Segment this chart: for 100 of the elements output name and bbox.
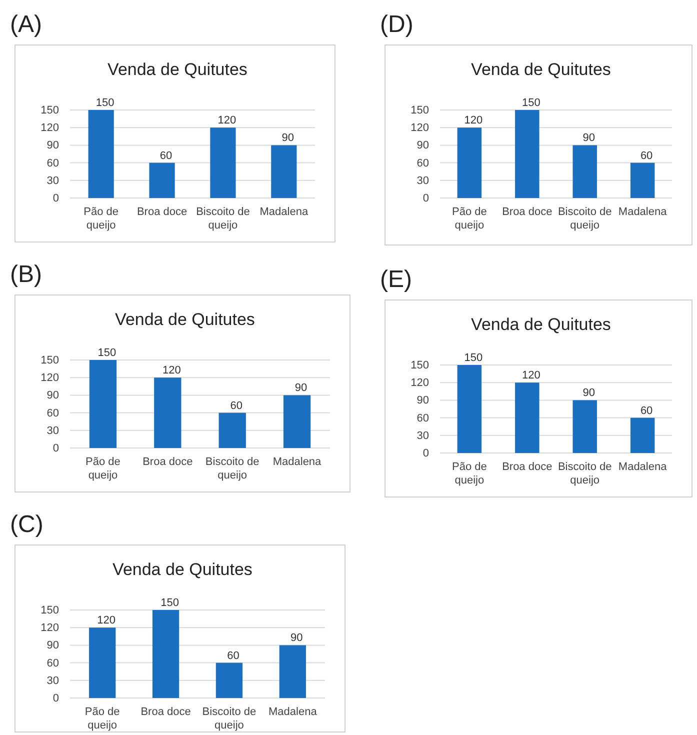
x-tick-label: Broa doce xyxy=(502,460,552,473)
data-label: 90 xyxy=(582,387,595,400)
bar xyxy=(89,628,116,698)
x-tick-label: Broa doce xyxy=(502,206,552,218)
y-tick-label: 120 xyxy=(40,372,59,384)
y-tick-label: 30 xyxy=(416,174,429,187)
x-tick-label: Madalena xyxy=(260,206,309,218)
bar xyxy=(271,145,297,198)
data-label: 150 xyxy=(96,97,114,109)
text: (E) xyxy=(380,266,412,293)
x-tick-label: Madalena xyxy=(272,456,322,468)
bar xyxy=(210,128,236,198)
y-tick-label: 60 xyxy=(46,407,59,420)
data-label: 120 xyxy=(464,114,483,127)
y-tick-label: 30 xyxy=(46,424,59,437)
y-tick-label: 0 xyxy=(52,192,59,205)
bar xyxy=(572,400,597,453)
x-tick-label: Pão de queijo xyxy=(84,706,120,732)
x-tick-label: Pão de queijo xyxy=(86,456,120,482)
y-tick-label: 120 xyxy=(40,622,59,634)
bar xyxy=(457,128,482,198)
y-tick-label: 90 xyxy=(416,140,429,152)
bar xyxy=(279,645,306,698)
y-tick-label: 30 xyxy=(416,430,429,442)
bar xyxy=(218,412,246,448)
y-tick-label: 60 xyxy=(46,157,59,170)
x-tick-label: Madalena xyxy=(268,706,318,718)
x-tick-label: Biscoito de queijo xyxy=(558,206,612,232)
data-label: 60 xyxy=(227,650,240,662)
x-tick-label: Broa doce xyxy=(140,706,191,718)
text: (D) xyxy=(380,11,414,38)
text: (C) xyxy=(10,511,44,538)
y-tick-label: 60 xyxy=(416,412,429,424)
x-tick-label: Pão de queijo xyxy=(452,206,487,232)
x-tick-label: Biscoito de queijo xyxy=(202,706,256,732)
bar xyxy=(515,382,540,453)
bar xyxy=(154,378,182,448)
bar xyxy=(149,162,175,198)
data-label: 120 xyxy=(522,370,540,382)
data-label: 60 xyxy=(230,400,242,412)
y-tick-label: 0 xyxy=(422,448,429,460)
bar xyxy=(457,365,482,453)
bar xyxy=(216,662,243,698)
y-tick-label: 30 xyxy=(46,174,59,187)
y-tick-label: 90 xyxy=(46,640,59,652)
x-tick-label: Broa doce xyxy=(136,206,188,218)
x-tick-label: Biscoito de queijo xyxy=(205,456,260,482)
x-tick-label: Biscoito de queijo xyxy=(196,206,250,232)
y-tick-label: 90 xyxy=(416,394,429,407)
x-tick-label: Madalena xyxy=(618,206,668,218)
y-tick-label: 90 xyxy=(46,140,59,152)
y-tick-label: 60 xyxy=(46,657,59,670)
x-tick-label: Pão de queijo xyxy=(84,206,119,232)
text: (A) xyxy=(10,11,42,38)
y-tick-label: 90 xyxy=(46,390,59,402)
data-label: 120 xyxy=(97,614,116,627)
y-tick-label: 150 xyxy=(410,104,429,117)
chart-title: Venda de Quitutes xyxy=(471,60,611,79)
text: (B) xyxy=(10,261,42,288)
data-label: 60 xyxy=(160,150,172,162)
chart-title: Venda de Quitutes xyxy=(112,560,252,579)
y-tick-label: 0 xyxy=(422,192,429,205)
y-tick-label: 150 xyxy=(410,360,429,372)
y-tick-label: 120 xyxy=(410,377,429,390)
data-label: 150 xyxy=(160,597,179,609)
bar xyxy=(572,145,597,198)
bar xyxy=(630,162,655,198)
data-label: 120 xyxy=(162,364,181,377)
chart-title: Venda de Quitutes xyxy=(115,310,255,329)
y-tick-label: 120 xyxy=(410,122,429,134)
bar xyxy=(630,418,655,453)
y-tick-label: 150 xyxy=(40,354,59,367)
bar xyxy=(89,360,117,448)
chart-title: Venda de Quitutes xyxy=(471,315,611,334)
data-label: 90 xyxy=(282,132,294,144)
bar xyxy=(152,610,180,698)
x-tick-label: Biscoito de queijo xyxy=(558,460,612,487)
chart-title: Venda de Quitutes xyxy=(108,60,248,79)
data-label: 120 xyxy=(218,114,236,127)
y-tick-label: 0 xyxy=(52,442,59,455)
y-tick-label: 150 xyxy=(40,104,59,117)
y-tick-label: 120 xyxy=(40,122,59,134)
bar xyxy=(283,395,311,448)
bar xyxy=(515,110,540,198)
x-tick-label: Madalena xyxy=(618,460,668,473)
y-tick-label: 0 xyxy=(52,692,59,705)
y-tick-label: 150 xyxy=(40,604,59,617)
data-label: 150 xyxy=(464,352,483,364)
y-tick-label: 30 xyxy=(46,674,59,687)
y-tick-label: 60 xyxy=(416,157,429,170)
data-label: 60 xyxy=(640,404,653,417)
data-label: 90 xyxy=(294,382,308,394)
bar xyxy=(88,110,114,198)
x-tick-label: Pão de queijo xyxy=(452,460,487,487)
data-label: 60 xyxy=(640,150,653,162)
data-label: 150 xyxy=(98,347,116,359)
data-label: 90 xyxy=(582,132,595,144)
data-label: 90 xyxy=(290,632,303,644)
x-tick-label: Broa doce xyxy=(142,456,193,468)
data-label: 150 xyxy=(522,97,540,109)
